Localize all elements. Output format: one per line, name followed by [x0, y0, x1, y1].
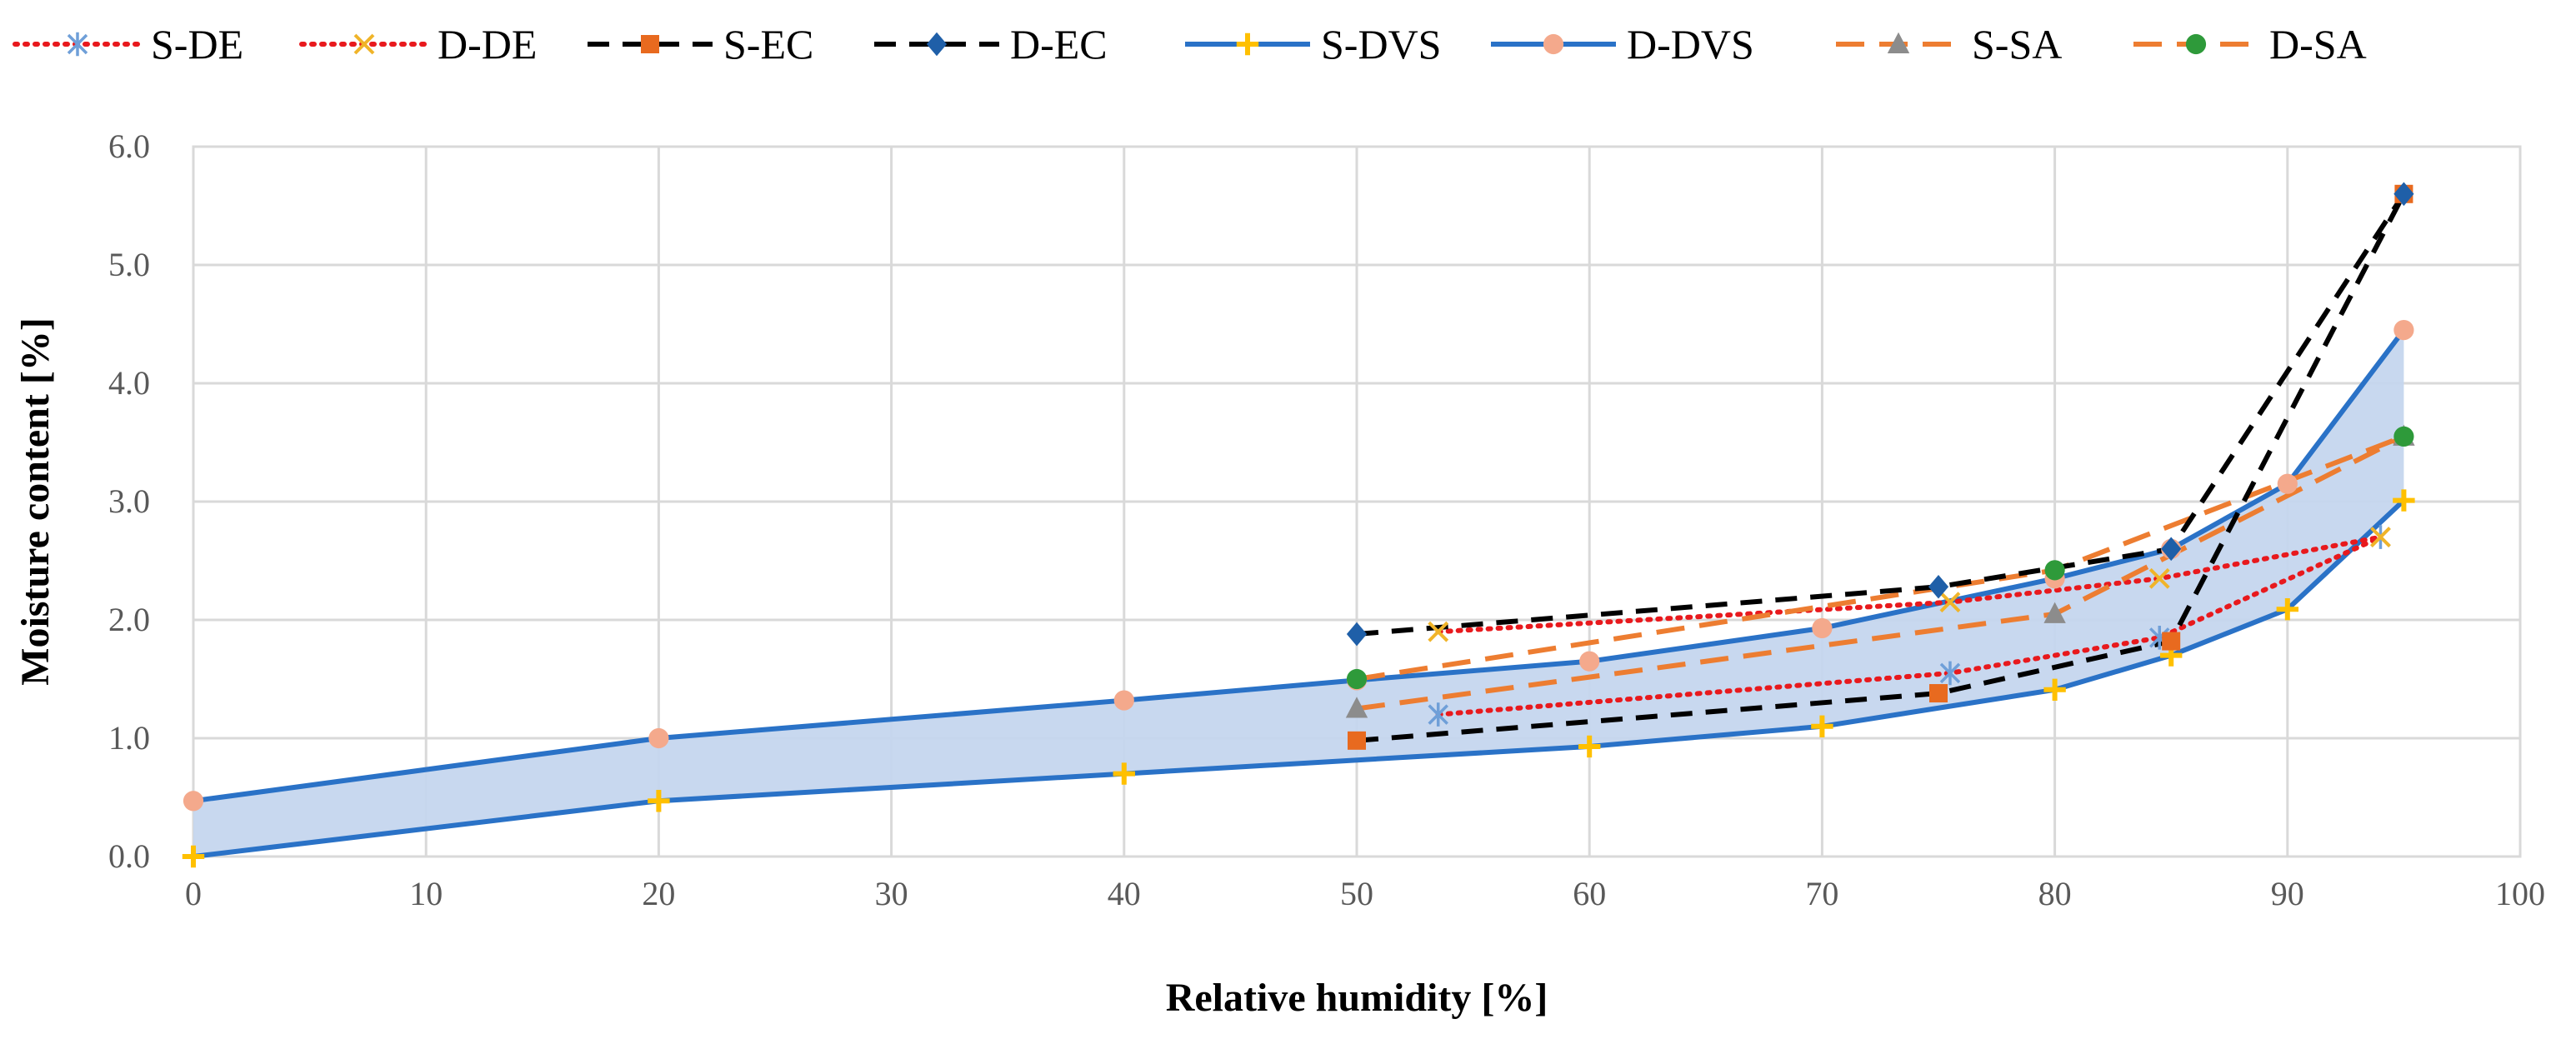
- marker-s-sa: [1345, 697, 1368, 718]
- legend-marker-s-de: [67, 32, 88, 57]
- legend-marker-s-ec: [641, 35, 659, 53]
- legend: S-DE D-DE S-EC D-EC S-DVS D-DVS S-SA D-SA: [13, 21, 2367, 67]
- legend-item-s-sa: S-SA: [1836, 21, 2062, 67]
- marker-d-de: [2370, 527, 2391, 548]
- marker-s-sa: [2043, 602, 2066, 623]
- marker-d-dvs: [1812, 617, 1833, 639]
- marker-s-de: [1428, 702, 1448, 727]
- legend-marker-s-dvs: [1236, 32, 1259, 56]
- y-tick-label: 1.0: [108, 719, 150, 757]
- legend-item-d-de: D-DE: [299, 21, 537, 67]
- marker-d-sa: [1346, 668, 1368, 690]
- legend-label-d-de: D-DE: [438, 21, 537, 67]
- marker-d-de: [2148, 567, 2170, 589]
- legend-marker-d-ec: [926, 32, 948, 57]
- y-axis-ticks: 0.0 1.0 2.0 3.0 4.0 5.0 6.0: [108, 127, 150, 875]
- x-tick-label: 100: [2495, 875, 2545, 912]
- y-tick-label: 5.0: [108, 246, 150, 283]
- marker-d-ec: [2161, 537, 2182, 562]
- legend-label-s-ec: S-EC: [723, 21, 813, 67]
- y-tick-label: 3.0: [108, 482, 150, 520]
- legend-item-d-ec: D-EC: [874, 21, 1108, 67]
- marker-s-dvs: [1113, 762, 1135, 785]
- y-tick-label: 2.0: [108, 601, 150, 638]
- series-line-d-de: [1435, 534, 2383, 635]
- x-tick-label: 90: [2271, 875, 2304, 912]
- legend-label-s-dvs: S-DVS: [1321, 21, 1441, 67]
- marker-s-dvs: [2043, 678, 2066, 701]
- series-line-s-ec: [1356, 192, 2407, 743]
- marker-d-de: [1939, 592, 1961, 613]
- marker-s-dvs: [182, 845, 205, 868]
- y-tick-label: 0.0: [108, 837, 150, 875]
- x-tick-label: 50: [1340, 875, 1373, 912]
- marker-d-ec: [1346, 622, 1368, 647]
- legend-label-s-de: S-DE: [151, 21, 243, 67]
- y-tick-label: 6.0: [108, 127, 150, 165]
- legend-label-s-sa: S-SA: [1972, 21, 2062, 67]
- sorption-band-area: [193, 330, 2404, 857]
- marker-s-ec: [1348, 731, 1366, 750]
- marker-d-sa: [2393, 426, 2414, 447]
- x-tick-label: 60: [1573, 875, 1606, 912]
- x-axis-ticks: 0 10 20 30 40 50 60 70 80 90 100: [185, 875, 2545, 912]
- legend-marker-d-de: [353, 33, 375, 55]
- marker-d-dvs: [2277, 473, 2298, 494]
- x-tick-label: 70: [1805, 875, 1838, 912]
- legend-label-d-ec: D-EC: [1010, 21, 1108, 67]
- series-markers: [182, 182, 2415, 868]
- plot-area-border: [192, 145, 2522, 858]
- marker-s-de: [1939, 661, 1961, 686]
- legend-item-s-ec: S-EC: [588, 21, 813, 67]
- y-axis-title: Moisture content [%]: [13, 317, 58, 686]
- series-line-d-dvs: [193, 328, 2406, 804]
- marker-d-ec: [1928, 574, 1949, 599]
- legend-item-d-dvs: D-DVS: [1491, 21, 1754, 67]
- x-tick-label: 20: [642, 875, 675, 912]
- marker-s-ec: [1929, 684, 1948, 703]
- legend-label-d-sa: D-SA: [2269, 21, 2367, 67]
- x-axis-title: Relative humidity [%]: [1166, 976, 1548, 1020]
- y-tick-label: 4.0: [108, 364, 150, 402]
- legend-marker-s-sa: [1887, 32, 1910, 53]
- legend-item-d-sa: D-SA: [2133, 21, 2367, 67]
- marker-d-dvs: [648, 727, 669, 749]
- marker-s-dvs: [1578, 735, 1601, 758]
- marker-s-dvs: [1811, 715, 1833, 737]
- marker-d-dvs: [2393, 320, 2414, 341]
- legend-marker-d-dvs: [1543, 33, 1564, 55]
- x-tick-label: 0: [185, 875, 202, 912]
- marker-d-dvs: [1113, 690, 1134, 711]
- x-tick-label: 30: [875, 875, 908, 912]
- marker-d-de: [1428, 621, 1449, 642]
- x-tick-label: 10: [409, 875, 443, 912]
- marker-s-dvs: [2276, 598, 2298, 621]
- sorption-band: [193, 330, 2404, 857]
- marker-d-dvs: [1579, 651, 1600, 672]
- marker-d-sa: [2044, 560, 2065, 581]
- x-tick-label: 40: [1108, 875, 1141, 912]
- marker-s-dvs: [2393, 489, 2415, 512]
- series-line-s-de: [1435, 534, 2383, 717]
- legend-label-d-dvs: D-DVS: [1627, 21, 1754, 67]
- marker-d-ec: [2393, 182, 2414, 207]
- marker-s-ec: [2162, 632, 2181, 651]
- x-tick-label: 80: [2038, 875, 2072, 912]
- marker-s-dvs: [648, 790, 670, 812]
- legend-item-s-de: S-DE: [13, 21, 243, 67]
- legend-item-s-dvs: S-DVS: [1185, 21, 1441, 67]
- legend-marker-d-sa: [2185, 33, 2207, 55]
- marker-d-dvs: [183, 791, 204, 812]
